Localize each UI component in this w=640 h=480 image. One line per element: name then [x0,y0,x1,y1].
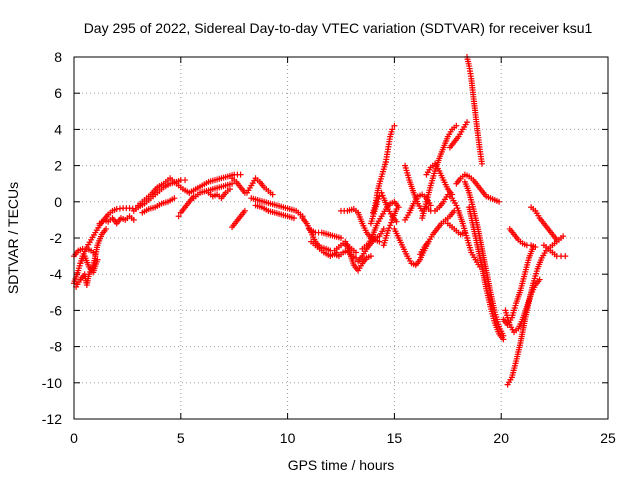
data-point [387,222,394,229]
chart-title: Day 295 of 2022, Sidereal Day-to-day VTE… [84,20,593,36]
y-tick-labels: -12 -10 -8 -6 -4 -2 0 2 4 6 8 [42,49,62,427]
grid-lines [74,57,608,419]
data-point [130,216,137,223]
y-tick-label: -6 [50,302,63,318]
data-point [391,122,398,129]
data-point [103,225,110,232]
data-point [175,213,182,220]
y-axis-label: SDTVAR / TECUs [5,182,21,294]
data-point [171,195,178,202]
data-point [352,249,359,256]
data-point [386,225,393,232]
data-point [476,263,483,270]
x-axis-label: GPS time / hours [288,457,395,473]
data-point [464,119,471,126]
x-tick-label: 10 [280,430,296,446]
data-point [237,171,244,178]
data-points [71,54,569,388]
y-tick-label: 4 [54,121,62,137]
data-point [94,256,101,263]
data-point [453,202,460,209]
y-tick-label: -8 [50,339,63,355]
data-point [367,253,374,260]
y-tick-label: -12 [42,411,62,427]
data-point [453,122,460,129]
y-tick-label: -4 [50,266,63,282]
data-point [384,227,391,234]
y-tick-label: 8 [54,49,62,65]
data-point [553,236,560,243]
data-point [338,235,344,241]
data-point [241,207,248,214]
x-tick-labels: 0 5 10 15 20 25 [70,430,616,446]
data-point [376,238,383,245]
y-tick-label: -10 [42,375,62,391]
y-tick-label: -2 [50,230,63,246]
data-point [536,276,543,283]
data-point [379,192,386,199]
x-tick-label: 15 [387,430,403,446]
plot-frame [73,56,609,420]
data-point [380,225,387,232]
data-point [226,186,233,193]
x-tick-label: 25 [600,430,616,446]
data-point [562,253,569,260]
data-point [269,191,276,198]
data-point [393,218,400,225]
data-point [478,160,485,167]
data-point [388,219,395,226]
data-point [389,126,396,133]
data-point [427,202,434,209]
data-point [454,205,461,212]
axis-ticks [73,56,609,420]
x-tick-label: 5 [177,430,185,446]
data-point [182,177,189,184]
x-tick-label: 0 [70,430,78,446]
y-tick-label: 2 [54,158,62,174]
y-tick-label: 6 [54,85,62,101]
data-point [532,244,539,251]
x-tick-label: 20 [493,430,509,446]
data-point [500,336,507,343]
data-point [229,180,236,187]
data-point [560,233,567,240]
y-tick-label: 0 [54,194,62,210]
data-point [496,198,503,205]
data-point [291,215,298,222]
data-point [393,206,400,213]
